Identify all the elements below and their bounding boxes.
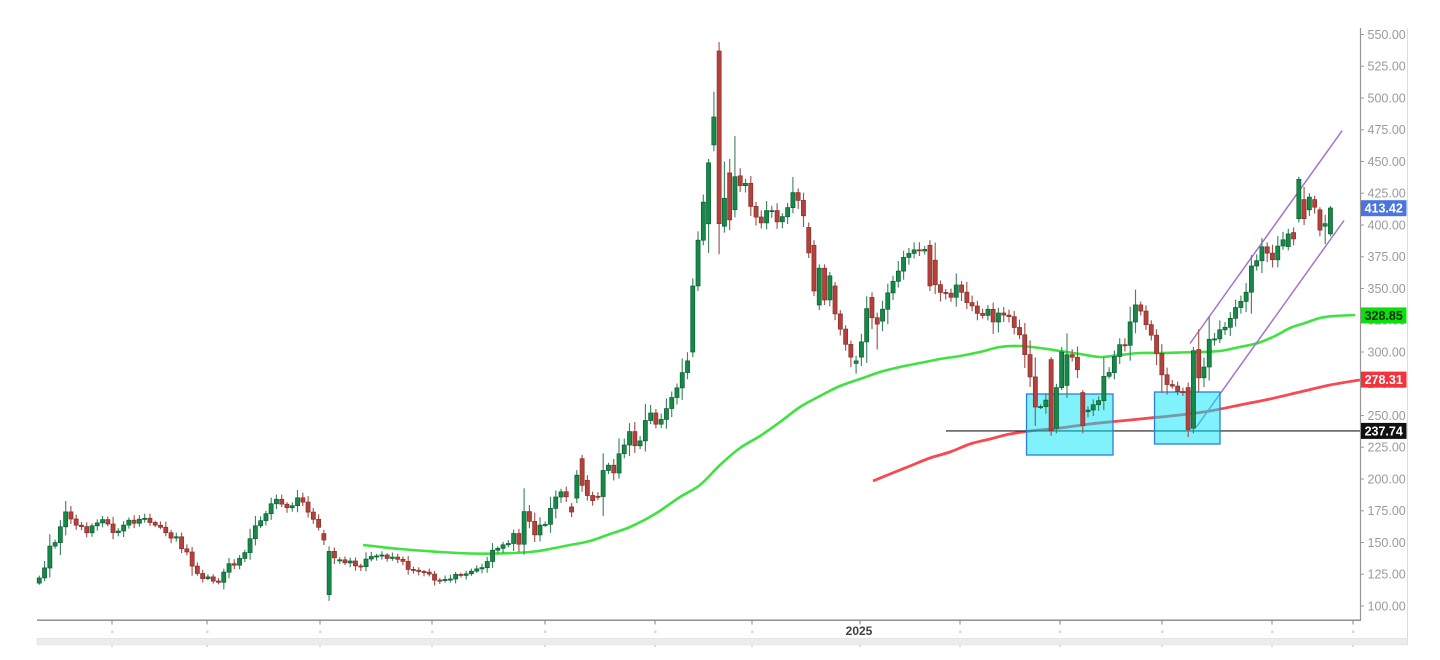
svg-text:375.00: 375.00 [1368,250,1406,264]
svg-text:300.00: 300.00 [1368,345,1406,359]
svg-text:200.00: 200.00 [1368,472,1406,486]
svg-text:2025: 2025 [846,624,873,638]
svg-text:550.00: 550.00 [1368,28,1406,42]
svg-text:425.00: 425.00 [1368,187,1406,201]
svg-text:150.00: 150.00 [1368,536,1406,550]
svg-text:328.85: 328.85 [1365,309,1403,323]
svg-text:237.74: 237.74 [1365,424,1403,438]
svg-text:175.00: 175.00 [1368,504,1406,518]
svg-text:125.00: 125.00 [1368,568,1406,582]
svg-text:100.00: 100.00 [1368,599,1406,613]
svg-text:400.00: 400.00 [1368,218,1406,232]
svg-text:413.42: 413.42 [1365,202,1403,216]
svg-text:475.00: 475.00 [1368,123,1406,137]
svg-text:350.00: 350.00 [1368,282,1406,296]
svg-text:525.00: 525.00 [1368,60,1406,74]
svg-text:278.31: 278.31 [1365,373,1403,387]
svg-text:250.00: 250.00 [1368,409,1406,423]
svg-text:500.00: 500.00 [1368,91,1406,105]
svg-text:450.00: 450.00 [1368,155,1406,169]
svg-text:225.00: 225.00 [1368,441,1406,455]
